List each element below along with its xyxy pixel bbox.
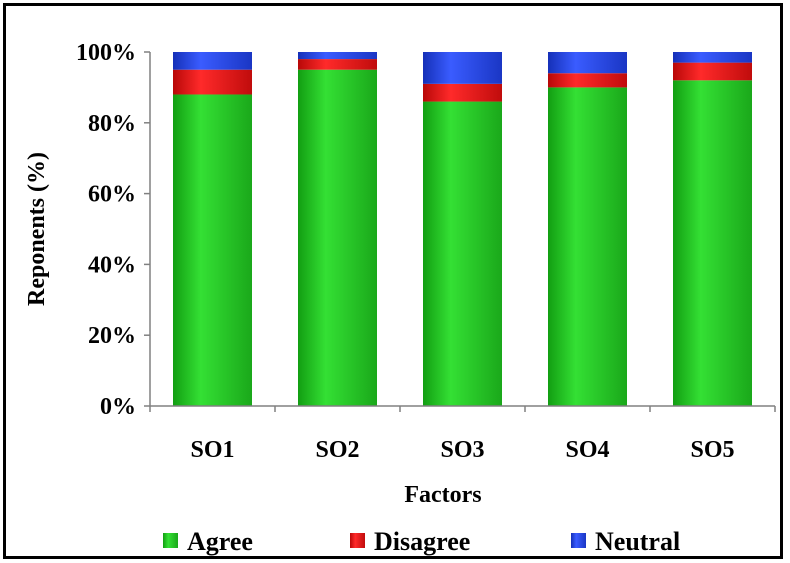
bar-so5-disagree xyxy=(673,62,752,81)
bar-so1-neutral xyxy=(173,52,252,70)
y-axis-title: Reponents (%) xyxy=(24,152,50,306)
y-tick-label: 40% xyxy=(88,252,136,278)
x-tick-label: SO3 xyxy=(440,437,484,463)
y-tick-label: 60% xyxy=(88,182,136,208)
y-tick-label: 80% xyxy=(88,111,136,137)
legend-label-neutral: Neutral xyxy=(595,527,680,556)
bar-so5-neutral xyxy=(673,52,752,63)
bar-so4-disagree xyxy=(548,73,627,88)
bar-so3-neutral xyxy=(423,52,502,84)
y-tick-label: 0% xyxy=(100,394,136,420)
bar-so3-agree xyxy=(423,101,502,406)
x-tick-label: SO5 xyxy=(690,437,734,463)
bar-so3-disagree xyxy=(423,83,502,102)
x-tick-label: SO2 xyxy=(315,437,359,463)
y-tick-label: 20% xyxy=(88,323,136,349)
chart-frame xyxy=(3,3,783,559)
bar-so1-disagree xyxy=(173,69,252,95)
bar-so4-agree xyxy=(548,87,627,407)
y-tick-label: 100% xyxy=(76,40,136,66)
bar-so2-disagree xyxy=(298,59,377,70)
axes-layer: 0% 20% 40% 60% 80% 100% SO1 SO2 SO3 SO4 SO5 xyxy=(76,40,776,463)
legend-swatch-agree xyxy=(163,533,178,548)
legend-label-agree: Agree xyxy=(187,527,253,556)
bar-so5-agree xyxy=(673,80,752,406)
bar-so2-neutral xyxy=(298,52,377,60)
bars-layer xyxy=(173,52,752,407)
bar-so4-neutral xyxy=(548,52,627,74)
legend-swatch-disagree xyxy=(350,533,365,548)
legend-label-disagree: Disagree xyxy=(374,527,470,556)
legend: Agree Disagree Neutral xyxy=(163,527,680,556)
x-tick-label: SO1 xyxy=(190,437,234,463)
x-tick-label: SO4 xyxy=(565,437,609,463)
bar-so2-agree xyxy=(298,69,377,406)
legend-swatch-neutral xyxy=(571,533,586,548)
x-axis-title: Factors xyxy=(404,482,481,508)
bar-so1-agree xyxy=(173,94,252,406)
